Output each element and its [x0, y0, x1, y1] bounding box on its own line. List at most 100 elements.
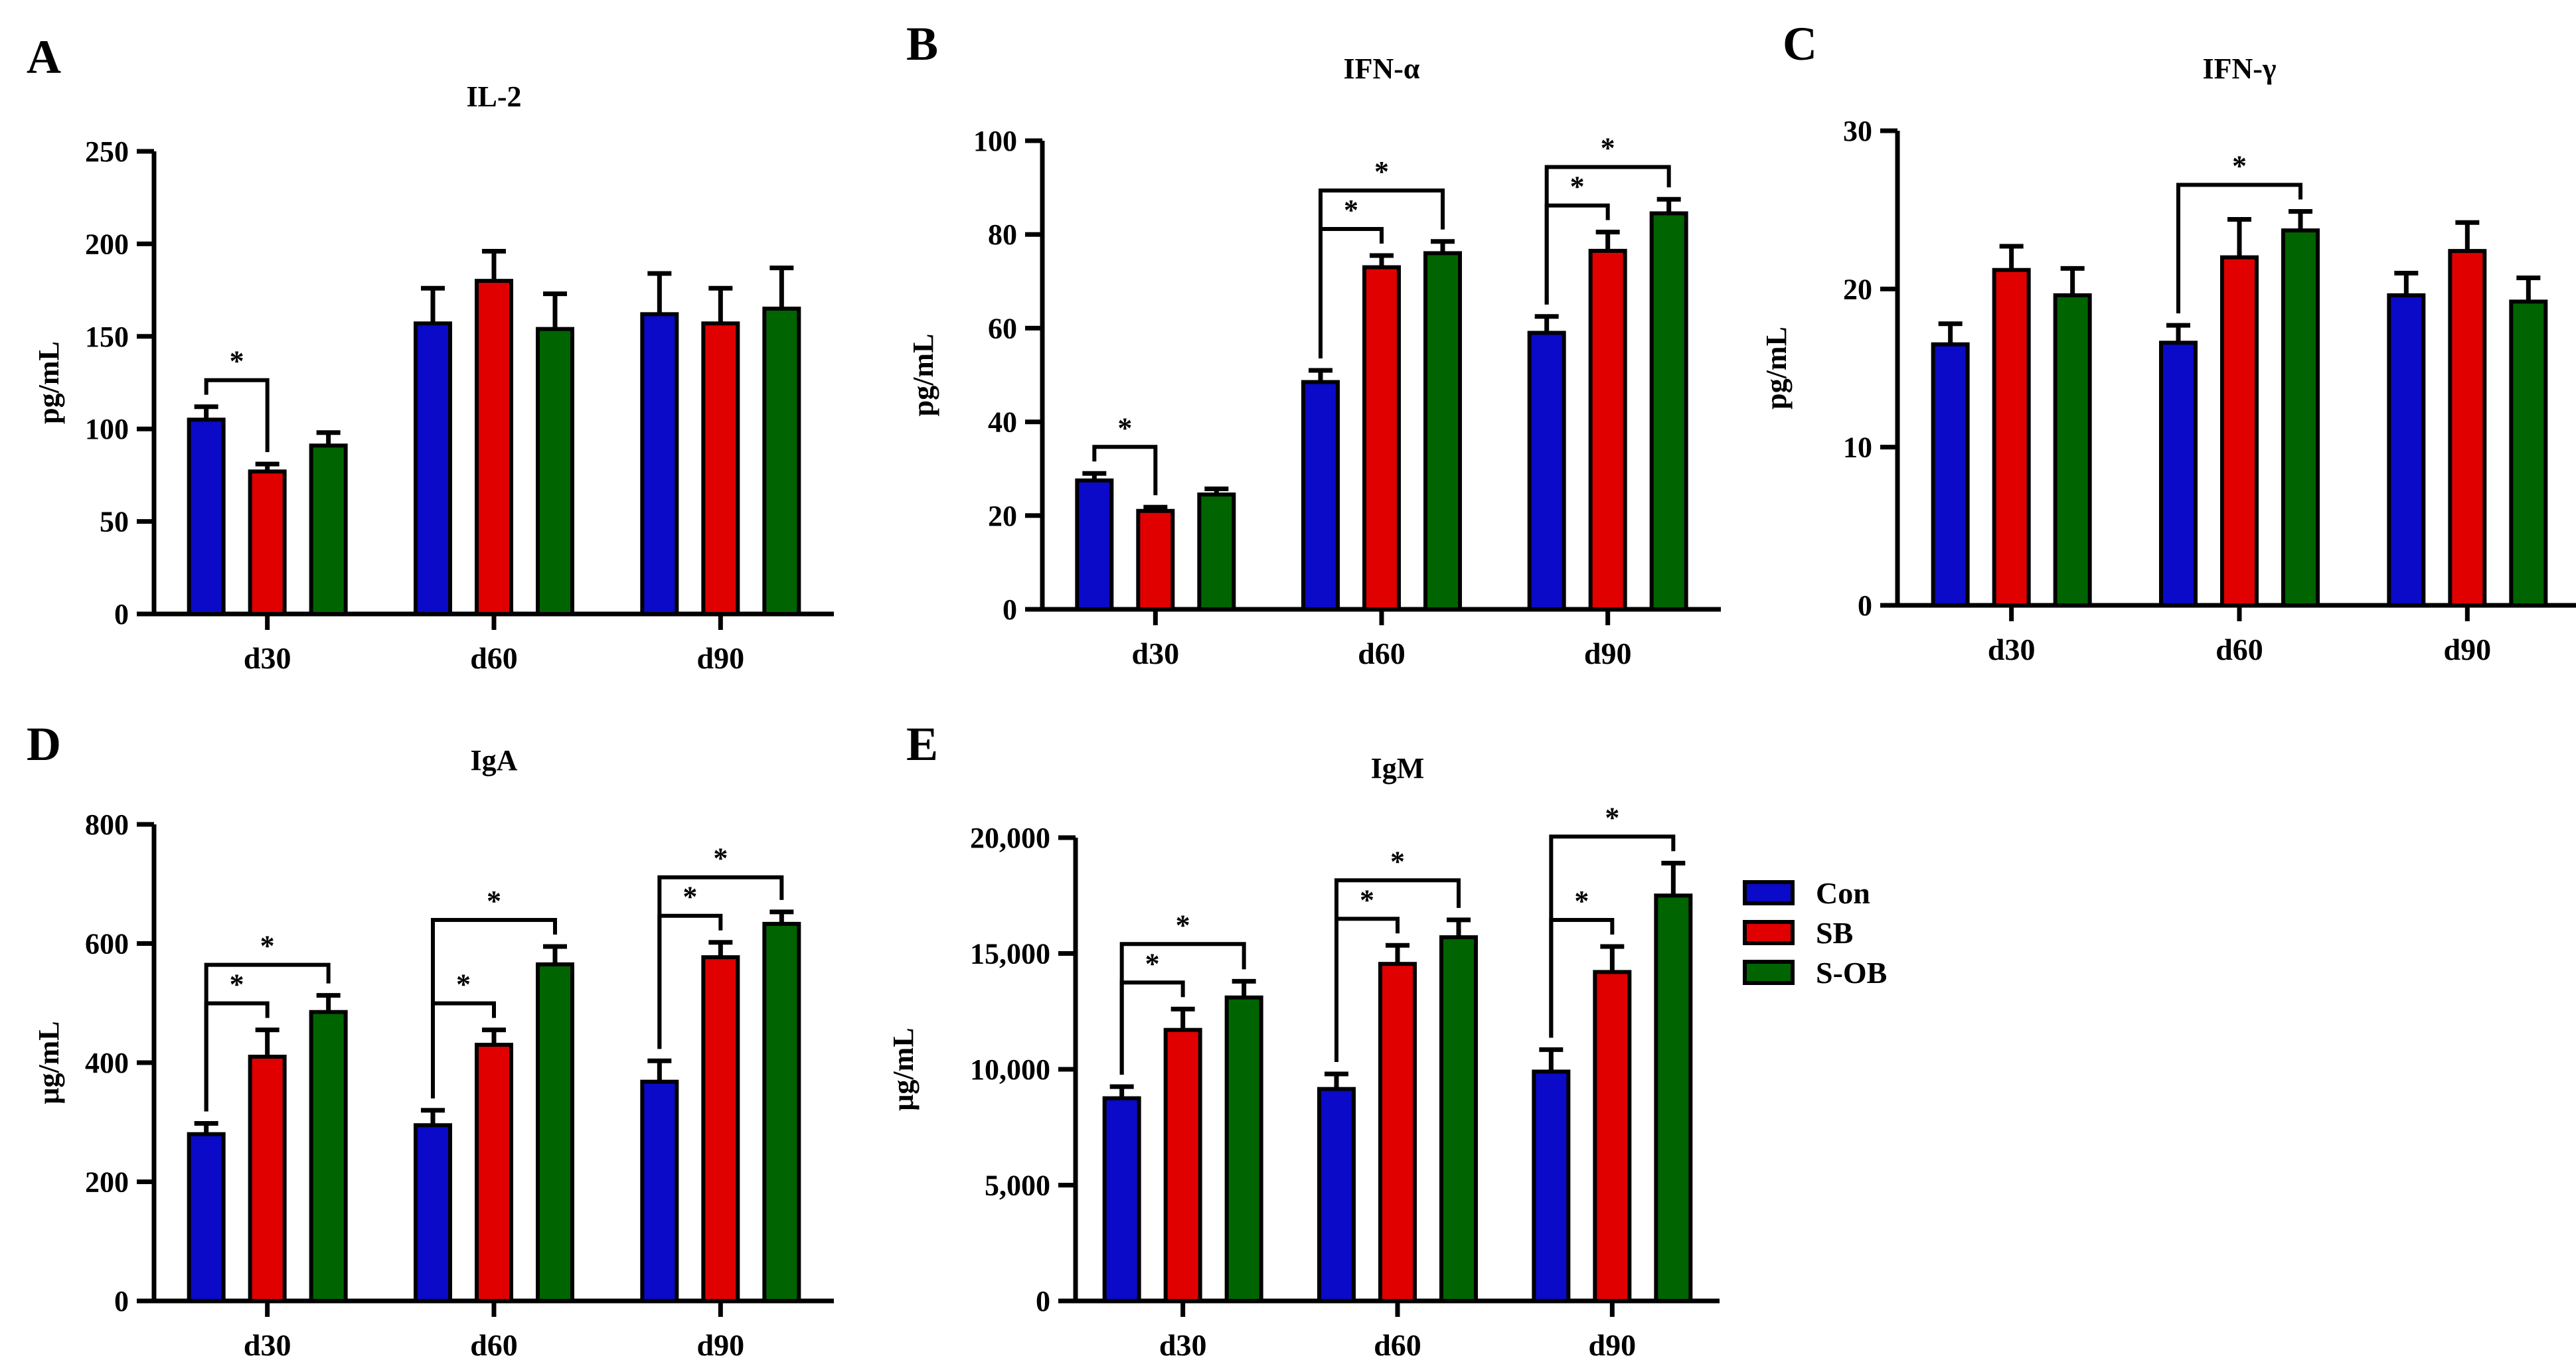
significance-bracket [657, 875, 784, 1049]
significance-bracket [1544, 165, 1671, 305]
x-tick-label: d60 [2215, 633, 2263, 666]
legend-swatch-con [1743, 880, 1795, 905]
y-tick-label: 40 [988, 406, 1017, 439]
bar-s-ob-d30 [1224, 995, 1263, 1304]
bar-s-ob-d60 [2281, 228, 2320, 607]
bar-con-d90 [1527, 331, 1566, 611]
bar-s-ob-d90 [762, 921, 801, 1303]
bar-sb-d90 [1593, 970, 1632, 1304]
bar-con-d60 [1317, 1087, 1356, 1304]
bar-s-ob-d30 [309, 443, 348, 616]
bar-sb-d30 [248, 1055, 287, 1304]
y-tick-label: 0 [1858, 589, 1872, 622]
y-tick-label: 250 [85, 135, 129, 168]
y-tick-label: 50 [100, 506, 129, 538]
bar-sb-d90 [701, 321, 740, 616]
x-tick-label: d90 [2444, 633, 2492, 666]
significance-star: * [487, 885, 501, 917]
x-tick-label: d60 [470, 641, 518, 675]
panel-letter: D [27, 718, 61, 771]
bar-sb-d60 [1378, 962, 1417, 1303]
significance-bracket [2176, 183, 2302, 314]
significance-star: * [1574, 885, 1589, 917]
bar-con-d90 [640, 1079, 679, 1303]
x-tick-label: d30 [244, 641, 291, 675]
x-tick-label: d60 [1358, 637, 1406, 670]
chart-title: IgM [1371, 752, 1425, 785]
y-tick-label: 30 [1843, 115, 1872, 147]
panel-letter: A [27, 31, 61, 84]
bar-sb-d30 [1992, 267, 2031, 607]
bar-s-ob-d60 [536, 327, 574, 616]
significance-bracket [1334, 878, 1461, 1062]
bar-con-d30 [1102, 1096, 1141, 1303]
x-tick-label: d90 [697, 641, 745, 675]
legend-label: Con [1816, 876, 1870, 910]
x-tick-label: d90 [697, 1328, 745, 1362]
y-tick-label: 0 [114, 1285, 129, 1318]
significance-star: * [1374, 155, 1389, 188]
bar-s-ob-d60 [536, 962, 574, 1303]
y-tick-label: 200 [85, 228, 129, 260]
y-axis-label: μg/mL [887, 1027, 920, 1110]
y-tick-label: 15,000 [970, 938, 1050, 970]
significance-bracket [204, 962, 331, 1112]
significance-star: * [1601, 132, 1615, 165]
bar-sb-d90 [2448, 249, 2487, 607]
x-tick-label: d30 [1159, 1328, 1207, 1362]
significance-bracket [1092, 445, 1158, 496]
y-tick-label: 150 [85, 321, 129, 353]
significance-star: * [1145, 947, 1160, 980]
bar-sb-d30 [248, 469, 287, 616]
bar-con-d30 [1931, 342, 1970, 607]
bar-con-d90 [2387, 293, 2426, 607]
bar-s-ob-d60 [1423, 251, 1462, 611]
panel-letter: C [1783, 17, 1817, 70]
bar-con-d30 [187, 417, 226, 616]
bar-sb-d60 [475, 279, 513, 616]
y-tick-label: 0 [1036, 1285, 1050, 1318]
bar-con-d30 [1075, 478, 1114, 611]
bar-s-ob-d90 [2509, 299, 2548, 607]
y-tick-label: 10,000 [970, 1053, 1050, 1086]
y-axis-label: μg/mL [33, 1021, 65, 1104]
significance-star: * [456, 968, 471, 1001]
bar-con-d60 [414, 321, 452, 616]
bar-sb-d60 [1362, 265, 1401, 611]
legend-swatch-sb [1743, 920, 1795, 945]
x-tick-label: d60 [470, 1328, 518, 1362]
y-axis-label: pg/mL [1760, 327, 1793, 410]
x-tick-label: d30 [244, 1328, 291, 1362]
bar-con-d90 [640, 312, 679, 616]
bar-con-d60 [2159, 341, 2198, 607]
y-tick-label: 600 [85, 928, 129, 960]
chart-title: IL-2 [466, 80, 521, 113]
significance-star: * [1570, 171, 1585, 203]
chart-title: IFN-α [1344, 52, 1420, 85]
y-tick-label: 100 [973, 125, 1017, 157]
significance-star: * [260, 930, 275, 962]
x-tick-label: d90 [1584, 637, 1632, 670]
bar-s-ob-d30 [2053, 293, 2092, 607]
bar-s-ob-d90 [1654, 893, 1693, 1303]
y-tick-label: 10 [1843, 431, 1872, 464]
bar-s-ob-d60 [1439, 935, 1478, 1303]
y-tick-label: 100 [85, 413, 129, 445]
x-tick-label: d30 [1988, 633, 2036, 666]
bar-s-ob-d90 [762, 306, 801, 616]
bar-sb-d30 [1136, 508, 1175, 611]
legend-swatch-s-ob [1743, 960, 1795, 985]
legend-label: S-OB [1816, 956, 1887, 990]
significance-bracket [1119, 942, 1246, 1075]
bar-con-d60 [414, 1123, 452, 1304]
significance-bracket [1319, 188, 1445, 358]
significance-star: * [1176, 909, 1190, 941]
significance-bracket [1549, 834, 1676, 1038]
y-tick-label: 0 [114, 598, 129, 631]
legend-label: SB [1816, 916, 1853, 950]
significance-star: * [1605, 801, 1619, 834]
significance-star: * [1390, 845, 1405, 877]
y-tick-label: 20,000 [970, 822, 1050, 854]
bar-sb-d90 [701, 955, 740, 1303]
bar-con-d90 [1532, 1069, 1571, 1303]
